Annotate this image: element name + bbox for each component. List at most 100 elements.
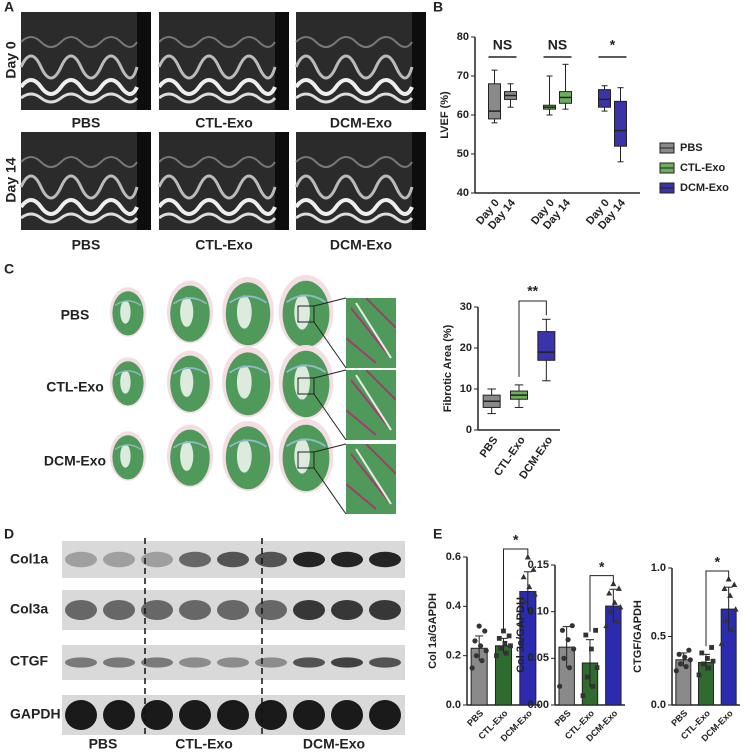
- blot-band: [369, 657, 401, 668]
- y-tick-label: 0.05: [528, 652, 549, 664]
- data-point: [706, 665, 712, 671]
- zoom-image: [346, 444, 396, 514]
- blot-band: [369, 700, 401, 730]
- zoom-line: [313, 393, 347, 441]
- blot-band: [141, 551, 173, 568]
- y-tick-label: 0.0: [446, 699, 461, 711]
- blot-band: [293, 657, 325, 668]
- data-point: [593, 627, 598, 633]
- data-point: [508, 643, 513, 649]
- y-tick-label: 0.4: [446, 600, 462, 612]
- blot-band: [255, 551, 287, 568]
- blot-band: [217, 600, 249, 620]
- panel-label: E: [433, 526, 442, 542]
- blot-band: [255, 600, 287, 620]
- y-axis-label: Col 1a/GAPDH: [427, 593, 439, 669]
- data-point: [479, 658, 485, 664]
- data-point: [677, 661, 684, 667]
- zoom-box: [297, 377, 315, 395]
- data-point: [686, 647, 692, 653]
- data-point: [559, 627, 566, 633]
- data-point: [473, 653, 479, 659]
- y-tick-label: 0.10: [528, 606, 549, 618]
- column-label: DCM-Exo: [330, 237, 392, 253]
- data-point: [530, 566, 537, 572]
- blot-band: [103, 700, 135, 730]
- significance-bracket: [518, 300, 547, 377]
- blot-band: [141, 657, 173, 668]
- heart-section: [166, 423, 214, 489]
- data-point: [531, 591, 538, 597]
- y-tick-label: 0.2: [446, 650, 461, 662]
- blot-band: [293, 551, 325, 568]
- zoom-line: [313, 297, 347, 307]
- blot-band: [369, 600, 401, 620]
- panel-label: A: [4, 0, 14, 15]
- data-point: [718, 640, 725, 646]
- heart-section: [109, 286, 147, 338]
- blot-band: [103, 657, 135, 668]
- y-tick-label: 0.15: [528, 559, 549, 571]
- heart-section: [221, 345, 275, 419]
- zoom-image: [346, 298, 396, 368]
- data-point: [676, 651, 682, 657]
- blot-band: [293, 700, 325, 730]
- heart-section: [277, 343, 335, 421]
- blot-band: [141, 600, 173, 620]
- significance-bracket: [705, 570, 730, 647]
- blot-band: [255, 700, 287, 730]
- data-point: [594, 665, 600, 671]
- row-label: CTL-Exo: [46, 379, 104, 395]
- blot-band: [103, 600, 135, 620]
- data-point: [603, 622, 610, 629]
- zoom-line: [313, 443, 347, 453]
- histology-images: [109, 273, 396, 515]
- group-label: PBS: [89, 736, 118, 752]
- band-label: Col3a: [10, 601, 48, 617]
- significance-label: NS: [548, 37, 567, 53]
- significance-label: *: [599, 558, 605, 574]
- data-point: [687, 657, 693, 663]
- data-point: [477, 643, 484, 649]
- y-tick-label: 70: [457, 70, 469, 82]
- blot-band: [293, 600, 325, 620]
- data-point: [728, 626, 735, 633]
- y-tick-label: 20: [460, 342, 472, 354]
- panel-label: B: [433, 0, 443, 15]
- row-label: PBS: [61, 307, 90, 323]
- column-label: DCM-Exo: [330, 115, 392, 131]
- data-point: [520, 573, 527, 580]
- blot-band: [331, 551, 363, 568]
- data-point: [732, 606, 739, 612]
- heart-section: [221, 275, 275, 349]
- y-tick-label: 30: [460, 301, 472, 313]
- data-point: [682, 654, 688, 660]
- column-label: PBS: [72, 115, 101, 131]
- data-point: [517, 620, 524, 627]
- data-point: [506, 633, 512, 639]
- column-label: CTL-Exo: [195, 237, 253, 253]
- data-point: [611, 599, 618, 605]
- heart-section: [221, 419, 275, 493]
- blot-band: [65, 657, 97, 668]
- data-point: [705, 656, 710, 661]
- data-point: [589, 646, 594, 652]
- data-point: [584, 674, 590, 680]
- data-point: [571, 646, 577, 652]
- data-point: [617, 604, 624, 610]
- data-point: [498, 645, 504, 651]
- y-tick-label: 0.00: [528, 699, 549, 711]
- box: [598, 89, 611, 108]
- blot-band: [179, 600, 211, 620]
- data-point: [561, 655, 567, 661]
- heart-section: [166, 349, 214, 415]
- zoom-line: [313, 321, 347, 369]
- legend-label: DCM-Exo: [680, 182, 729, 194]
- data-point: [569, 623, 575, 629]
- column-label: CTL-Exo: [195, 115, 253, 131]
- legend-label: PBS: [680, 142, 703, 154]
- row-label: Day 14: [3, 157, 19, 202]
- blot-band: [255, 657, 287, 668]
- data-point: [469, 665, 475, 671]
- y-tick-label: 0: [466, 424, 472, 436]
